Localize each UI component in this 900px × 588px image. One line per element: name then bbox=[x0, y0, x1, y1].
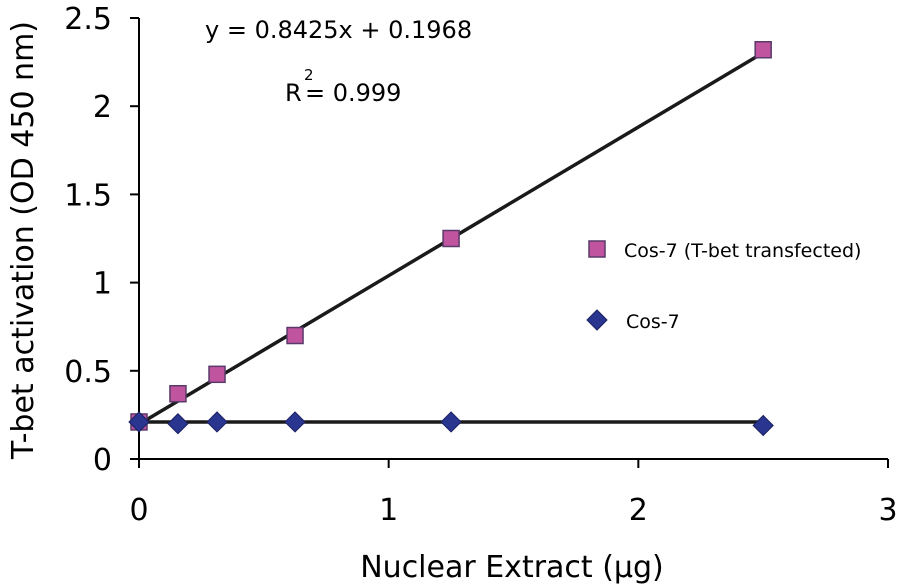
x-axis-title: Nuclear Extract (µg) bbox=[360, 550, 664, 585]
data-point-cos7 bbox=[128, 411, 150, 433]
data-point-transfected bbox=[286, 326, 304, 345]
r-squared-value: = 0.999 bbox=[305, 79, 401, 107]
data-point-transfected bbox=[208, 365, 226, 384]
legend-label-transfected: Cos-7 (T-bet transfected) bbox=[624, 240, 861, 262]
axes bbox=[138, 18, 888, 460]
data-point-cos7 bbox=[167, 413, 189, 435]
y-tick-label: 1 bbox=[93, 267, 112, 302]
y-tick-label: 0.5 bbox=[64, 355, 112, 390]
x-tick-label: 3 bbox=[878, 493, 897, 528]
data-point-transfected bbox=[442, 229, 460, 248]
x-tick-label: 2 bbox=[629, 493, 648, 528]
x-tick-label: 1 bbox=[379, 493, 398, 528]
data-point-cos7 bbox=[440, 411, 462, 433]
y-tick-label: 1.5 bbox=[64, 178, 112, 213]
data-point-cos7 bbox=[284, 411, 306, 433]
legend-diamond-marker bbox=[586, 309, 608, 331]
legend: Cos-7 (T-bet transfected) Cos-7 bbox=[586, 240, 861, 333]
data-points bbox=[128, 41, 774, 437]
legend-label-cos7: Cos-7 bbox=[626, 311, 680, 333]
x-tick-label: 0 bbox=[129, 493, 148, 528]
r-squared-prefix: R bbox=[285, 79, 302, 107]
regression-equation: y = 0.8425x + 0.1968 bbox=[205, 16, 472, 44]
y-tick-label: 2 bbox=[93, 90, 112, 125]
y-axis-title: T-bet activation (OD 450 nm) bbox=[6, 21, 41, 460]
data-point-transfected bbox=[169, 384, 187, 403]
ticks: 0 1 2 3 0 0.5 1 1.5 2 2.5 bbox=[64, 2, 897, 528]
data-point-cos7 bbox=[752, 414, 774, 437]
legend-square-marker bbox=[588, 240, 606, 258]
data-point-cos7 bbox=[206, 411, 228, 433]
r-squared-superscript: 2 bbox=[304, 66, 314, 84]
y-tick-label: 0 bbox=[93, 443, 112, 478]
data-point-transfected bbox=[754, 41, 772, 59]
y-tick-label: 2.5 bbox=[64, 2, 112, 37]
